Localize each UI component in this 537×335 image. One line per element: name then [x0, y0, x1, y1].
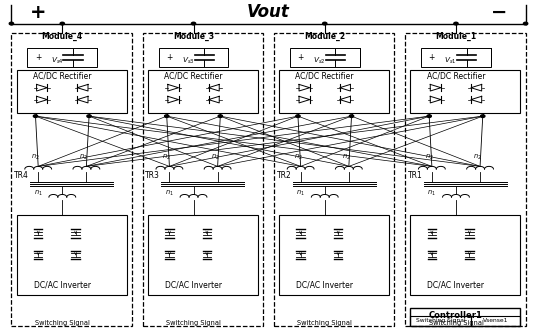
Text: TR1: TR1 [408, 171, 423, 180]
Text: $n_1$: $n_1$ [165, 189, 174, 198]
Bar [405, 34, 526, 326]
Text: AC/DC Rectifier: AC/DC Rectifier [164, 71, 223, 80]
Text: $n_2$: $n_2$ [294, 152, 302, 162]
Bar [410, 308, 520, 326]
Bar [148, 70, 258, 113]
Text: Module_1: Module_1 [436, 32, 476, 41]
Circle shape [481, 115, 485, 118]
Circle shape [350, 115, 354, 118]
Text: $n_2$: $n_2$ [79, 152, 88, 162]
Text: Switching Signal: Switching Signal [166, 320, 221, 326]
Circle shape [454, 22, 458, 25]
Text: $V_{s2}$: $V_{s2}$ [313, 56, 325, 66]
Circle shape [33, 115, 38, 118]
Circle shape [165, 115, 169, 118]
Text: DC/AC Inverter: DC/AC Inverter [427, 281, 484, 290]
Text: $n_2$: $n_2$ [211, 152, 219, 162]
Bar [148, 215, 258, 295]
Text: $V_{s3}$: $V_{s3}$ [182, 56, 194, 66]
Bar [274, 34, 394, 326]
Circle shape [524, 22, 528, 25]
Text: −: − [491, 2, 507, 21]
Text: Module_2: Module_2 [304, 32, 345, 41]
Text: Module_3: Module_3 [173, 32, 214, 41]
Bar [27, 48, 97, 67]
Circle shape [323, 22, 327, 25]
Bar [290, 48, 360, 67]
Bar [11, 34, 132, 326]
Bar [17, 215, 127, 295]
Bar [143, 34, 263, 326]
Text: Module_4: Module_4 [42, 32, 83, 41]
Text: DC/AC Inverter: DC/AC Inverter [296, 281, 353, 290]
Text: Vout: Vout [247, 3, 290, 21]
Text: $n_2$: $n_2$ [425, 152, 433, 162]
Text: AC/DC Rectifier: AC/DC Rectifier [33, 71, 91, 80]
Text: $n_1$: $n_1$ [427, 189, 436, 198]
Circle shape [60, 22, 64, 25]
Text: Switching Signal: Switching Signal [297, 320, 352, 326]
Bar [17, 70, 127, 113]
Circle shape [87, 115, 91, 118]
Text: TR2: TR2 [277, 171, 291, 180]
Circle shape [9, 22, 13, 25]
Text: DC/AC Inverter: DC/AC Inverter [165, 281, 222, 290]
Text: +: + [166, 53, 172, 62]
Text: $n_2$: $n_2$ [162, 152, 171, 162]
Text: AC/DC Rectifier: AC/DC Rectifier [295, 71, 354, 80]
Bar [410, 316, 471, 326]
Text: $V_{s1}$: $V_{s1}$ [444, 56, 457, 66]
Text: +: + [429, 53, 435, 62]
Text: $V_{s4}$: $V_{s4}$ [50, 56, 63, 66]
Text: Switching Signal: Switching Signal [429, 320, 483, 326]
Bar [279, 215, 389, 295]
Text: Controller1: Controller1 [429, 311, 483, 320]
Bar [471, 316, 520, 326]
Text: DC/AC Inverter: DC/AC Inverter [34, 281, 91, 290]
Text: TR4: TR4 [14, 171, 29, 180]
Text: Vsense1: Vsense1 [483, 318, 509, 323]
Bar [159, 48, 228, 67]
Text: $n_1$: $n_1$ [296, 189, 305, 198]
Circle shape [191, 22, 195, 25]
Bar [279, 70, 389, 113]
Text: $n_2$: $n_2$ [342, 152, 351, 162]
Text: $n_1$: $n_1$ [34, 189, 42, 198]
Circle shape [218, 115, 222, 118]
Text: Switching Signal: Switching Signal [35, 320, 90, 326]
Bar [410, 70, 520, 113]
Text: Switching Signal: Switching Signal [416, 318, 466, 323]
Circle shape [296, 115, 300, 118]
Text: +: + [30, 2, 46, 21]
Text: +: + [35, 53, 41, 62]
Text: TR3: TR3 [146, 171, 160, 180]
Bar [410, 215, 520, 295]
Bar [421, 48, 491, 67]
Text: +: + [297, 53, 304, 62]
Text: AC/DC Rectifier: AC/DC Rectifier [427, 71, 485, 80]
Text: $n_2$: $n_2$ [473, 152, 482, 162]
Text: $n_2$: $n_2$ [31, 152, 40, 162]
Circle shape [427, 115, 431, 118]
